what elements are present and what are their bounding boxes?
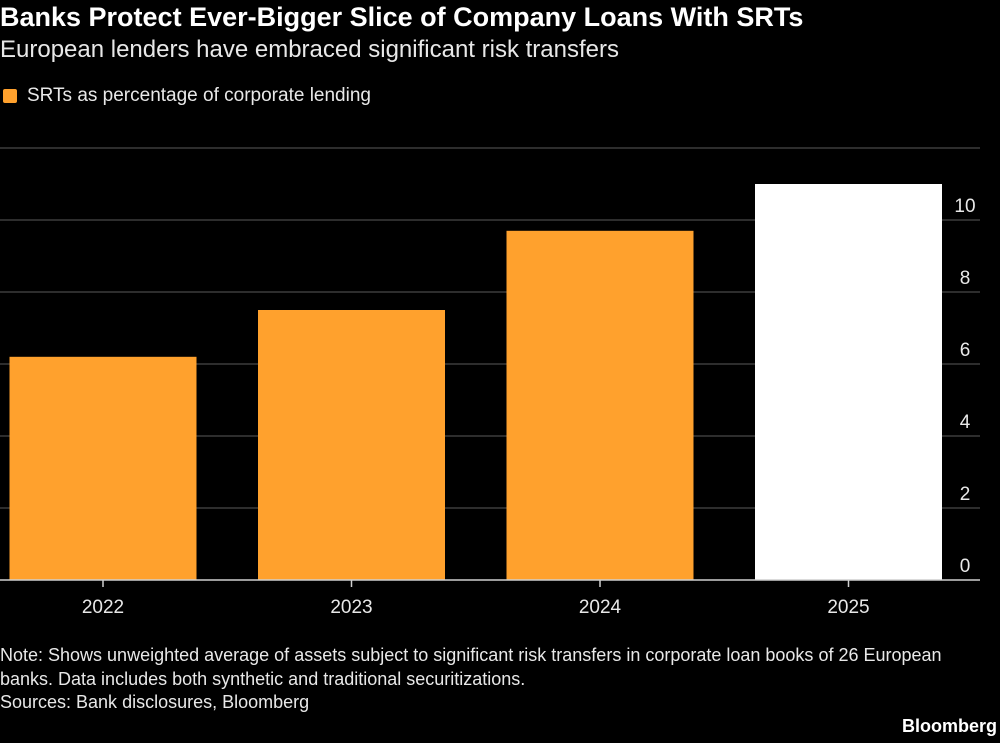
- y-tick-label: 8: [960, 268, 971, 289]
- x-tick-label: 2025: [827, 597, 869, 618]
- footnote: Note: Shows unweighted average of assets…: [0, 645, 942, 689]
- x-tick-label: 2022: [82, 597, 124, 618]
- bloomberg-logo: Bloomberg: [901, 716, 997, 736]
- y-tick-label: 10: [954, 196, 975, 217]
- y-tick-label: 2: [960, 484, 971, 505]
- bar: [258, 310, 445, 580]
- x-tick-label: 2023: [330, 597, 372, 618]
- legend-label: SRTs as percentage of corporate lending: [27, 85, 371, 106]
- legend: SRTs as percentage of corporate lending: [0, 85, 371, 107]
- chart-subtitle: European lenders have embraced significa…: [0, 36, 619, 63]
- y-tick-label: 12%: [946, 140, 984, 145]
- bar: [9, 356, 197, 580]
- y-tick-label: 4: [960, 412, 971, 433]
- bar-chart: 0 2 4 6 8 10 12% 2022 2023 2024 2025: [0, 140, 984, 618]
- x-tick-label: 2024: [579, 597, 622, 618]
- sources: Sources: Bank disclosures, Bloomberg: [0, 692, 310, 712]
- y-tick-label: 6: [960, 340, 971, 361]
- legend-swatch: [3, 89, 17, 103]
- bar: [506, 230, 694, 581]
- chart-title: Banks Protect Ever-Bigger Slice of Compa…: [0, 2, 804, 32]
- y-tick-label: 0: [960, 556, 971, 577]
- bar: [755, 184, 942, 580]
